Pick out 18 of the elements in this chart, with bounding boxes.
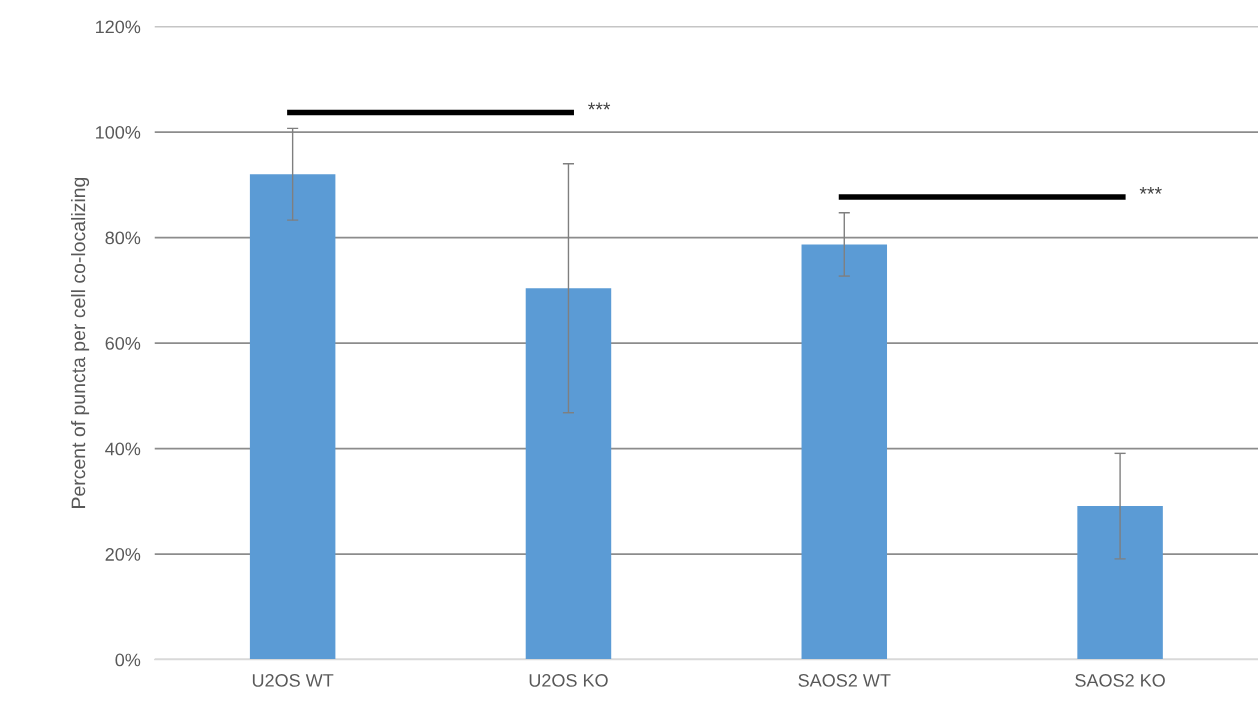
y-tick-label: 120% xyxy=(96,20,141,34)
x-tick-label: SAOS2 WT xyxy=(798,674,891,687)
bar xyxy=(525,288,612,660)
bar xyxy=(801,244,888,660)
x-tick-label: U2OS KO xyxy=(529,674,608,687)
y-tick-label: 40% xyxy=(105,442,141,456)
bar xyxy=(249,174,336,660)
annotation: *** xyxy=(1139,187,1162,194)
x-tick-label: SAOS2 KO xyxy=(1075,674,1165,687)
x-tick-label: U2OS WT xyxy=(252,674,334,687)
annotation: *** xyxy=(588,102,611,110)
y-axis-title: Percent of puncta per cell co-localizing xyxy=(70,177,90,508)
bar xyxy=(1077,506,1163,660)
y-tick-label: 20% xyxy=(105,548,141,561)
y-tick-label: 0% xyxy=(115,653,141,667)
y-tick-label: 100% xyxy=(96,125,141,139)
y-tick-label: 80% xyxy=(105,231,141,245)
y-tick-label: 60% xyxy=(105,337,141,350)
